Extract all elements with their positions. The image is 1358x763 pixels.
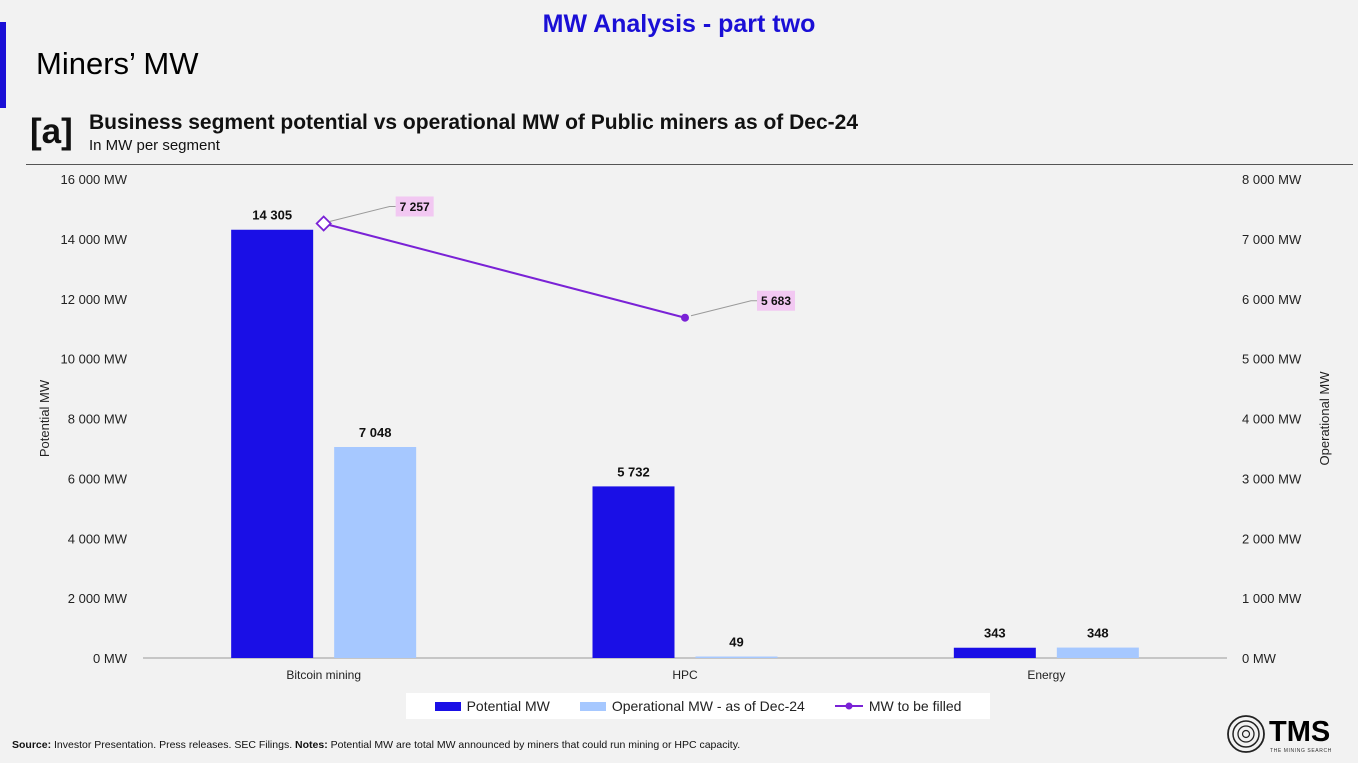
- y-right-tick-label: 5 000 MW: [1242, 352, 1302, 367]
- data-label-potential: 14 305: [252, 208, 292, 223]
- y-right-tick-label: 6 000 MW: [1242, 292, 1302, 307]
- source-text: Investor Presentation. Press releases. S…: [51, 739, 296, 751]
- data-label-operational: 7 048: [359, 425, 392, 440]
- data-label-to-be-filled: 5 683: [761, 294, 791, 308]
- page-title: MW Analysis - part two: [542, 10, 816, 38]
- notes-text: Potential MW are total MW announced by m…: [327, 739, 741, 751]
- concentric-circles-icon: [1227, 715, 1265, 753]
- data-label-to-be-filled: 7 257: [400, 200, 430, 214]
- logo-tagline: THE MINING SEARCH: [1270, 748, 1332, 754]
- y-left-axis-title: Potential MW: [37, 379, 52, 457]
- legend-swatch-potential: [434, 701, 461, 711]
- data-label-operational: 348: [1087, 626, 1109, 641]
- y-left-tick-label: 4 000 MW: [68, 531, 128, 546]
- bar-potential: [953, 647, 1036, 658]
- footnote: Source: Investor Presentation. Press rel…: [12, 739, 740, 751]
- data-label-potential: 5 732: [617, 464, 650, 479]
- accent-bar: [0, 22, 6, 108]
- bar-operational: [334, 447, 417, 658]
- section-title: Miners’ MW: [36, 46, 199, 81]
- chart-subtitle: In MW per segment: [89, 137, 220, 154]
- y-left-tick-label: 10 000 MW: [61, 352, 128, 367]
- notes-label: Notes:: [295, 739, 328, 751]
- data-label-leader: [329, 205, 396, 222]
- line-to-be-filled: [323, 222, 686, 319]
- y-right-tick-label: 1 000 MW: [1242, 591, 1302, 606]
- y-left-tick-label: 8 000 MW: [68, 412, 128, 427]
- bar-operational: [695, 656, 778, 658]
- legend-swatch-operational: [579, 701, 606, 711]
- bar-operational: [1056, 647, 1139, 658]
- y-left-tick-label: 6 000 MW: [68, 471, 128, 486]
- legend-label-operational: Operational MW - as of Dec-24: [611, 698, 805, 714]
- bar-potential: [231, 229, 314, 658]
- chart-legend: Potential MW Operational MW - as of Dec-…: [406, 693, 990, 719]
- title-divider: [26, 164, 1353, 165]
- data-label-potential: 343: [984, 626, 1006, 641]
- y-left-tick-label: 0 MW: [93, 651, 128, 666]
- point-marker-to-be-filled: [681, 313, 689, 322]
- y-right-axis-title: Operational MW: [1317, 371, 1332, 466]
- logo: TMS THE MINING SEARCH: [1227, 715, 1332, 754]
- x-tick-label: HPC: [672, 668, 698, 682]
- y-left-tick-label: 2 000 MW: [68, 591, 128, 606]
- y-right-tick-label: 4 000 MW: [1242, 412, 1302, 427]
- legend-label-to-be-filled: MW to be filled: [868, 698, 962, 714]
- x-tick-label: Energy: [1027, 668, 1065, 682]
- data-label-operational: 49: [729, 635, 743, 650]
- logo-text: TMS: [1269, 716, 1330, 748]
- y-left-tick-label: 12 000 MW: [61, 292, 128, 307]
- chart-index-label: [a]: [30, 112, 73, 151]
- y-left-tick-label: 16 000 MW: [61, 172, 128, 187]
- y-right-tick-label: 3 000 MW: [1242, 471, 1302, 486]
- legend-item-operational: Operational MW - as of Dec-24: [579, 698, 805, 714]
- source-label: Source:: [12, 739, 52, 751]
- y-left-tick-label: 14 000 MW: [61, 232, 128, 247]
- data-label-leader: [690, 300, 757, 317]
- legend-swatch-to-be-filled: [834, 702, 863, 710]
- y-right-tick-label: 7 000 MW: [1242, 232, 1302, 247]
- point-marker-to-be-filled: [315, 215, 332, 232]
- y-right-tick-label: 2 000 MW: [1242, 531, 1302, 546]
- legend-label-potential: Potential MW: [466, 698, 550, 714]
- data-label-box: [757, 290, 795, 311]
- y-right-tick-label: 8 000 MW: [1242, 172, 1302, 187]
- bar-potential: [592, 486, 675, 658]
- y-right-tick-label: 0 MW: [1242, 651, 1277, 666]
- chart-title: Business segment potential vs operationa…: [89, 111, 859, 134]
- legend-item-to-be-filled: MW to be filled: [834, 698, 962, 714]
- legend-item-potential: Potential MW: [434, 698, 550, 714]
- data-label-box: [395, 196, 434, 217]
- x-tick-label: Bitcoin mining: [286, 668, 361, 682]
